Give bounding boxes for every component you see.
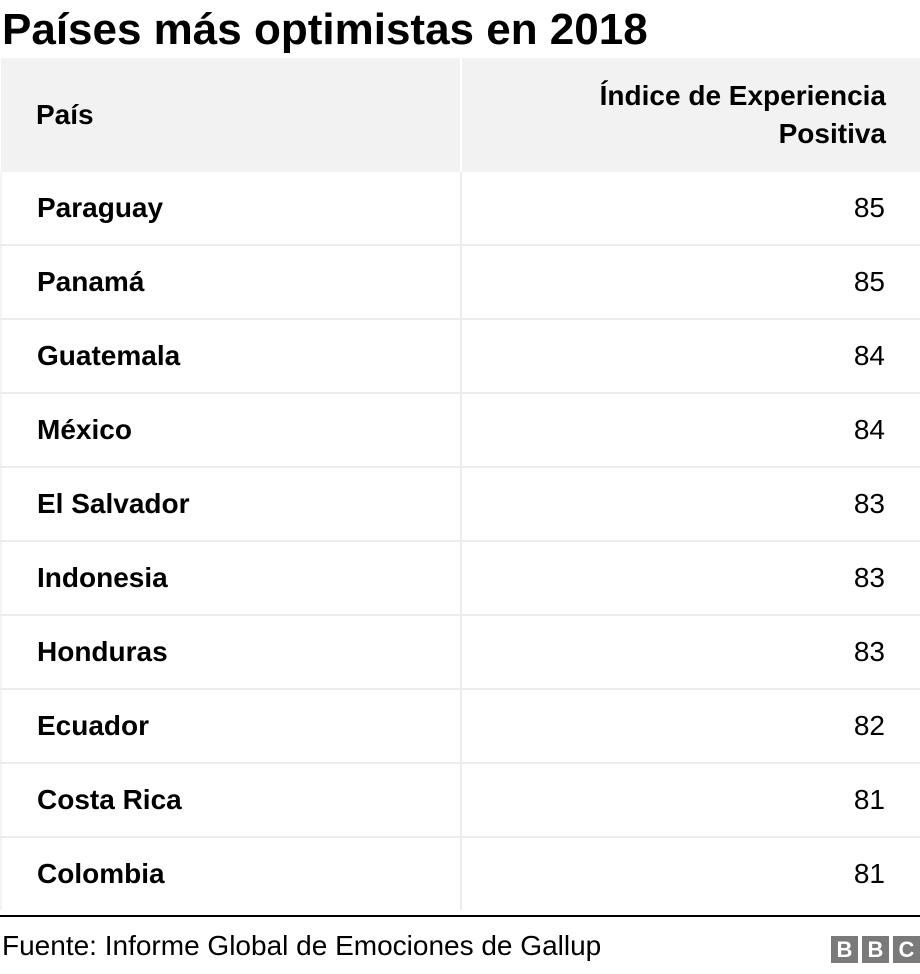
- country-cell: Guatemala: [0, 319, 462, 394]
- table-row: Paraguay 85: [0, 172, 920, 246]
- table-row: Ecuador 82: [0, 689, 920, 764]
- country-cell: Colombia: [0, 837, 462, 910]
- country-cell: Indonesia: [0, 541, 462, 616]
- country-cell: Honduras: [0, 615, 462, 690]
- table-row: Costa Rica 81: [0, 763, 920, 838]
- country-cell: México: [0, 393, 462, 468]
- footer-divider: [0, 915, 920, 917]
- table-row: Panamá 85: [0, 245, 920, 320]
- bbc-logo: B B C: [831, 936, 920, 963]
- table-row: México 84: [0, 393, 920, 468]
- index-value-cell: 84: [461, 319, 920, 394]
- country-cell: Paraguay: [0, 172, 462, 246]
- country-cell: Costa Rica: [0, 763, 462, 838]
- table-row: El Salvador 83: [0, 467, 920, 542]
- index-value-cell: 83: [461, 615, 920, 690]
- chart-title: Países más optimistas en 2018: [2, 5, 648, 54]
- index-value-cell: 82: [461, 689, 920, 764]
- country-cell: El Salvador: [0, 467, 462, 542]
- column-header-country: País: [1, 58, 462, 172]
- data-table: País Índice de Experiencia Positiva Para…: [0, 58, 920, 910]
- source-note: Fuente: Informe Global de Emociones de G…: [2, 930, 602, 961]
- index-value-cell: 81: [461, 763, 920, 838]
- column-header-index: Índice de Experiencia Positiva: [461, 58, 920, 172]
- index-value-cell: 81: [461, 837, 920, 910]
- table-row: Honduras 83: [0, 615, 920, 690]
- table-row: Indonesia 83: [0, 541, 920, 616]
- country-cell: Ecuador: [0, 689, 462, 764]
- index-value-cell: 85: [461, 245, 920, 320]
- table-row: Colombia 81: [0, 837, 920, 910]
- data-table-container: País Índice de Experiencia Positiva Para…: [0, 58, 920, 910]
- index-value-cell: 83: [461, 467, 920, 542]
- bbc-logo-letter: C: [893, 936, 920, 963]
- index-value-cell: 85: [461, 172, 920, 246]
- bbc-logo-letter: B: [831, 936, 858, 963]
- index-value-cell: 84: [461, 393, 920, 468]
- bbc-logo-letter: B: [862, 936, 889, 963]
- table-row: Guatemala 84: [0, 319, 920, 394]
- table-header: País Índice de Experiencia Positiva: [1, 58, 920, 172]
- table-header-row: País Índice de Experiencia Positiva: [1, 58, 920, 172]
- country-cell: Panamá: [0, 245, 462, 320]
- table-body: Paraguay 85 Panamá 85 Guatemala 84 México 84 El …: [0, 172, 920, 910]
- index-value-cell: 83: [461, 541, 920, 616]
